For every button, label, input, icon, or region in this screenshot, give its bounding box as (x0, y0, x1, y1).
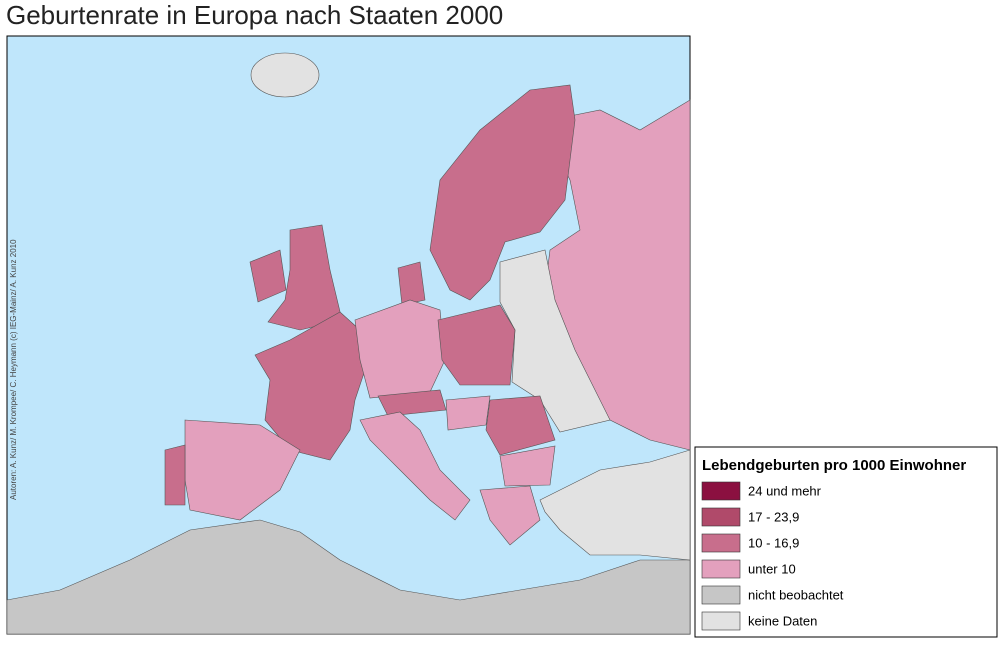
poland (437, 304, 516, 386)
legend-swatch (701, 481, 741, 501)
legend-swatch (701, 611, 741, 631)
legend-label: keine Daten (748, 613, 817, 628)
romania (485, 395, 556, 456)
legend-label: 24 und mehr (748, 483, 822, 498)
legend-swatch (701, 559, 741, 579)
italy (359, 411, 471, 521)
map (6, 52, 691, 635)
legend-label: 17 - 23,9 (748, 509, 799, 524)
portugal (164, 444, 186, 506)
legend-label: nicht beobachtet (748, 587, 844, 602)
legend: 24 und mehr 17 - 23,9 10 - 16,9 unter 10 nic… (701, 481, 844, 631)
map-title: Geburtenrate in Europa nach Staaten 2000 (6, 0, 503, 30)
denmark (397, 261, 426, 306)
legend-box (694, 446, 998, 638)
greece (479, 485, 541, 546)
legend-label: unter 10 (748, 561, 796, 576)
credit: Autoren: A. Kunz/ M. Krompee/ C. Heymann… (9, 239, 18, 500)
eastern-europe (499, 249, 611, 433)
legend-swatch (701, 533, 741, 553)
austria (377, 389, 447, 417)
ireland (249, 249, 287, 303)
legend-label: 10 - 16,9 (748, 535, 799, 550)
turkey (539, 449, 691, 561)
legend-swatch (701, 585, 741, 605)
africa (6, 519, 691, 635)
bulgaria (499, 445, 556, 487)
scandinavia (429, 84, 576, 301)
legend-title: Lebendgeburten pro 1000 Einwohner (702, 457, 966, 474)
iceland (250, 52, 320, 98)
spain (184, 419, 301, 521)
france (254, 311, 366, 461)
legend-swatch (701, 507, 741, 527)
germany (354, 299, 446, 399)
united-kingdom (267, 224, 343, 331)
hungary (445, 395, 491, 431)
